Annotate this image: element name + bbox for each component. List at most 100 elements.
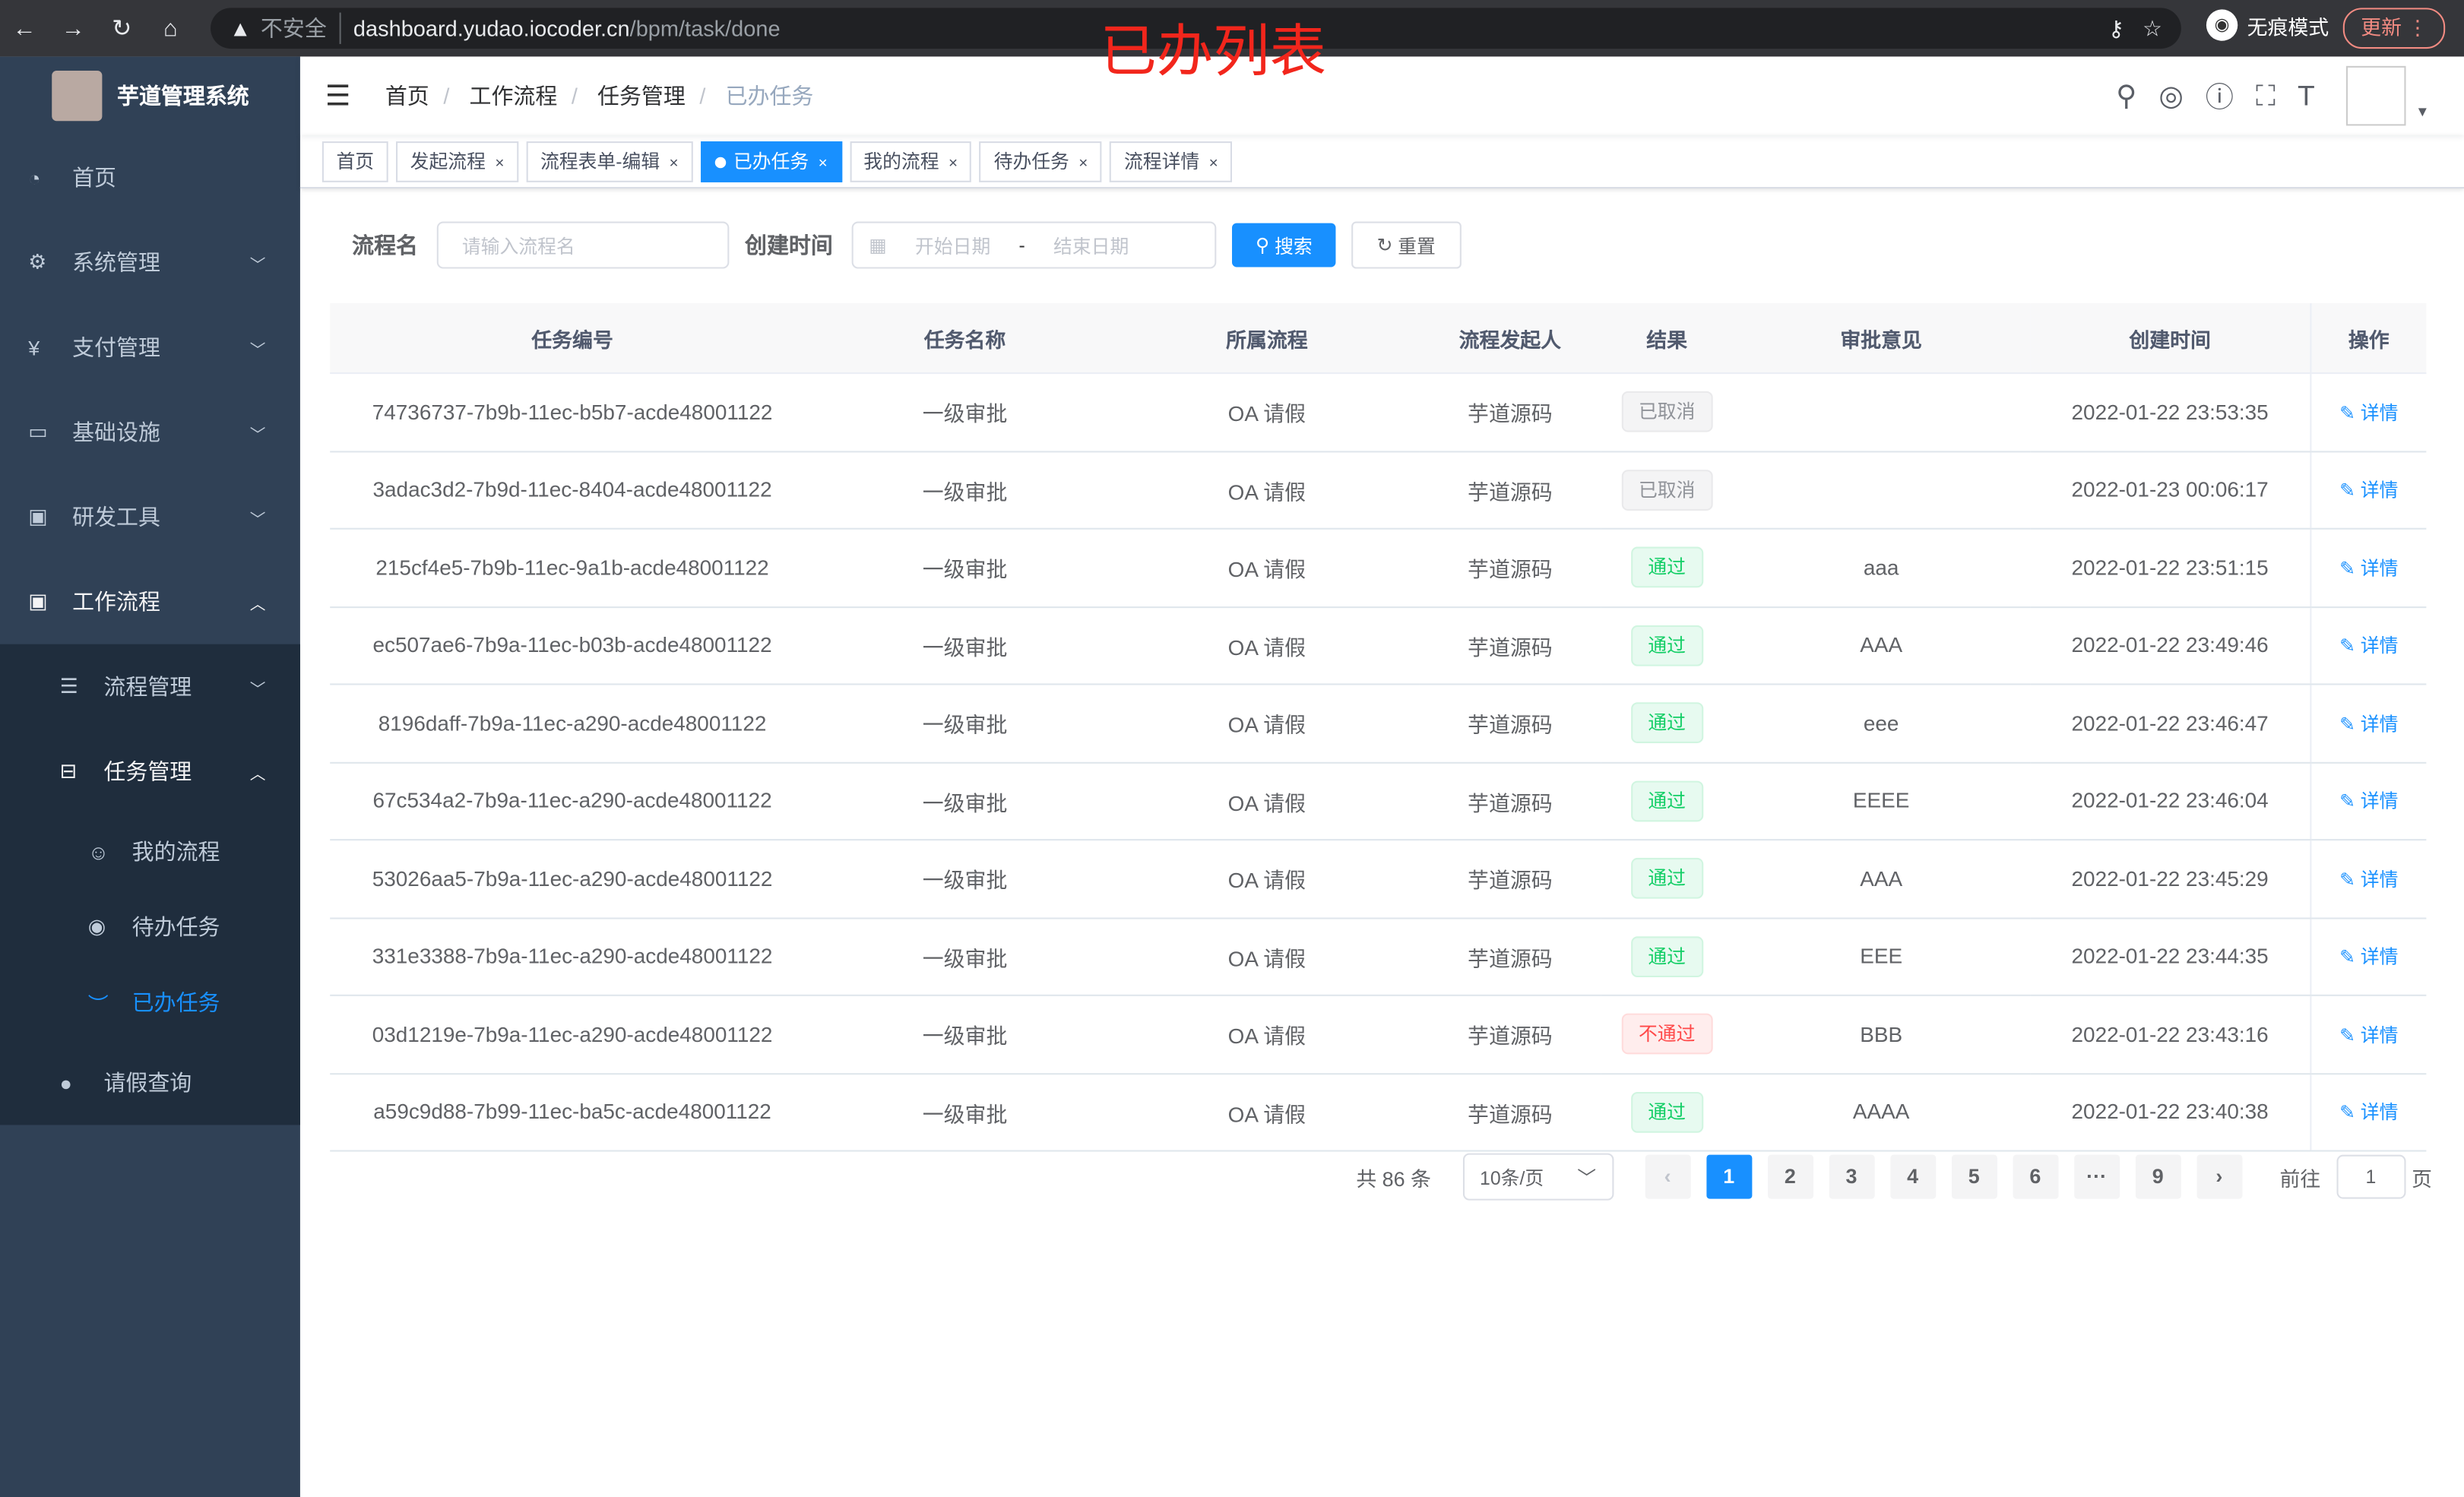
- detail-button[interactable]: ✎ 详情: [2339, 946, 2399, 969]
- sidebar-item-home[interactable]: ◔ 首页: [28, 165, 117, 191]
- tag-home[interactable]: 首页: [321, 141, 388, 182]
- page-button[interactable]: 2: [1767, 1154, 1813, 1199]
- close-icon[interactable]: ×: [818, 154, 828, 172]
- table-cell: OA 请假: [1115, 840, 1419, 919]
- detail-button[interactable]: ✎ 详情: [2339, 635, 2399, 657]
- avatar[interactable]: [2346, 65, 2406, 126]
- sidebar-logo[interactable]: 芋道管理系统: [0, 56, 300, 135]
- tag-todo[interactable]: 待办任务 ×: [980, 141, 1103, 182]
- incognito-label: 无痕模式: [2247, 14, 2329, 39]
- table-cell: OA 请假: [1115, 1073, 1419, 1152]
- close-icon[interactable]: ×: [948, 154, 958, 172]
- table-cell: [1732, 373, 2031, 452]
- sidebar-item-system[interactable]: ⚙ 系统管理 ﹀: [28, 249, 266, 275]
- forward-icon[interactable]: →: [61, 14, 85, 42]
- sidebar-item-leave[interactable]: ● 请假查询: [59, 1070, 192, 1096]
- page-button[interactable]: ···: [2073, 1154, 2120, 1199]
- close-icon[interactable]: ×: [1208, 154, 1218, 172]
- toolbox-icon: ▣: [28, 504, 48, 528]
- search-icon[interactable]: ⚲: [2116, 79, 2137, 111]
- table-cell: OA 请假: [1115, 684, 1419, 763]
- chevron-down-icon: ﹀: [249, 681, 266, 699]
- close-icon[interactable]: ×: [495, 154, 505, 172]
- table-cell: OA 请假: [1115, 917, 1419, 996]
- table-cell: OA 请假: [1115, 606, 1419, 685]
- sidebar-item-devtools[interactable]: ▣ 研发工具 ﹀: [28, 504, 266, 530]
- back-icon[interactable]: ←: [12, 14, 36, 42]
- column-header: 结果: [1601, 303, 1733, 375]
- tag-process-detail[interactable]: 流程详情 ×: [1110, 141, 1233, 182]
- column-header: 所属流程: [1115, 303, 1419, 375]
- detail-button[interactable]: ✎ 详情: [2339, 1024, 2399, 1046]
- address-bar[interactable]: ▲ 不安全 dashboard.yudao.iocoder.cn/bpm/tas…: [211, 8, 2181, 49]
- table-cell: 一级审批: [814, 761, 1116, 841]
- detail-button[interactable]: ✎ 详情: [2339, 713, 2399, 736]
- font-size-icon[interactable]: T: [2297, 79, 2315, 111]
- sidebar-item-done[interactable]: ︶ 已办任务: [0, 965, 300, 1040]
- table-cell: 53026aa5-7b9a-11ec-a290-acde48001122: [330, 840, 815, 919]
- breadcrumb-current: 已办任务: [725, 83, 814, 109]
- table-cell: ✎ 详情: [2310, 684, 2427, 763]
- github-icon[interactable]: ◎: [2158, 79, 2184, 111]
- list-icon: ☰: [59, 674, 78, 698]
- page-button[interactable]: 5: [1951, 1154, 1997, 1199]
- sidebar-item-infra[interactable]: ▭ 基础设施 ﹀: [28, 419, 266, 445]
- page-button[interactable]: 4: [1889, 1154, 1936, 1199]
- table-cell: ✎ 详情: [2310, 1073, 2427, 1152]
- sidebar-item-process-manage[interactable]: ☰ 流程管理 ﹀: [59, 674, 266, 700]
- detail-button[interactable]: ✎ 详情: [2339, 790, 2399, 813]
- detail-button[interactable]: ✎ 详情: [2339, 479, 2399, 502]
- process-name-input[interactable]: 请输入流程名: [436, 221, 730, 269]
- close-icon[interactable]: ×: [1078, 154, 1088, 172]
- table-cell: 通过: [1601, 606, 1733, 685]
- tag-my-process[interactable]: 我的流程 ×: [849, 141, 972, 182]
- sidebar-item-workflow[interactable]: ▣ 工作流程 ︿: [28, 589, 266, 615]
- table-cell: ✎ 详情: [2310, 606, 2427, 685]
- page-button[interactable]: 1: [1705, 1154, 1752, 1199]
- app-title: 芋道管理系统: [117, 83, 249, 109]
- sidebar-item-task-manage[interactable]: ⊟ 任务管理 ︿: [59, 758, 266, 784]
- detail-button[interactable]: ✎ 详情: [2339, 557, 2399, 580]
- sidebar-item-my-process[interactable]: ☺ 我的流程: [87, 839, 220, 865]
- detail-button[interactable]: ✎ 详情: [2339, 1101, 2399, 1124]
- home-icon[interactable]: ⌂: [163, 14, 178, 42]
- tag-done-tasks[interactable]: 已办任务 ×: [700, 141, 842, 182]
- page-size-select[interactable]: 10条/页 ﹀: [1462, 1153, 1614, 1201]
- table-cell: 2022-01-22 23:51:15: [2030, 528, 2311, 608]
- table-cell: 已取消: [1601, 373, 1733, 452]
- incognito-indicator[interactable]: ◉ 无痕模式: [2206, 9, 2329, 41]
- yen-icon: ¥: [28, 335, 40, 359]
- breadcrumb-item[interactable]: 工作流程: [469, 83, 558, 109]
- page-button[interactable]: 3: [1829, 1154, 1875, 1199]
- sidebar-item-pay[interactable]: ¥ 支付管理 ﹀: [28, 334, 266, 360]
- create-time-label: 创建时间: [745, 233, 833, 258]
- browser-toolbar: ← → ↻ ⌂ ▲ 不安全 dashboard.yudao.iocoder.cn…: [0, 0, 2464, 57]
- prev-page-button[interactable]: ‹: [1645, 1154, 1691, 1199]
- reload-icon[interactable]: ↻: [112, 15, 132, 43]
- page-button[interactable]: 9: [2135, 1154, 2181, 1199]
- chevron-up-icon: ︿: [249, 596, 266, 614]
- detail-button[interactable]: ✎ 详情: [2339, 401, 2399, 424]
- reset-button[interactable]: ↻ 重置: [1351, 221, 1461, 269]
- breadcrumb-item[interactable]: 首页: [385, 83, 429, 109]
- table-cell: 8196daff-7b9a-11ec-a290-acde48001122: [330, 684, 815, 763]
- next-page-button[interactable]: ›: [2196, 1154, 2242, 1199]
- key-icon[interactable]: ⚷ ☆: [2108, 14, 2163, 40]
- fullscreen-icon[interactable]: ⛶: [2255, 79, 2276, 111]
- page-button[interactable]: 6: [2012, 1154, 2058, 1199]
- breadcrumb-item[interactable]: 任务管理: [597, 83, 686, 109]
- hamburger-icon[interactable]: ☰: [325, 79, 351, 111]
- table-cell: 通过: [1601, 761, 1733, 841]
- caret-down-icon[interactable]: ▼: [2415, 103, 2430, 120]
- edit-icon: ✎: [2339, 557, 2361, 580]
- detail-button[interactable]: ✎ 详情: [2339, 868, 2399, 891]
- sidebar-item-todo[interactable]: ◉ 待办任务: [87, 914, 220, 940]
- close-icon[interactable]: ×: [669, 154, 679, 172]
- help-icon[interactable]: ⓘ: [2205, 81, 2234, 113]
- search-button[interactable]: ⚲ 搜索: [1231, 223, 1336, 267]
- tag-start-process[interactable]: 发起流程 ×: [396, 141, 519, 182]
- tag-form-edit[interactable]: 流程表单-编辑 ×: [526, 141, 693, 182]
- date-range-picker[interactable]: ▦ 开始日期 - 结束日期: [851, 221, 1217, 269]
- update-button[interactable]: 更新 ⋮: [2343, 8, 2446, 49]
- goto-page-input[interactable]: 1: [2336, 1154, 2405, 1199]
